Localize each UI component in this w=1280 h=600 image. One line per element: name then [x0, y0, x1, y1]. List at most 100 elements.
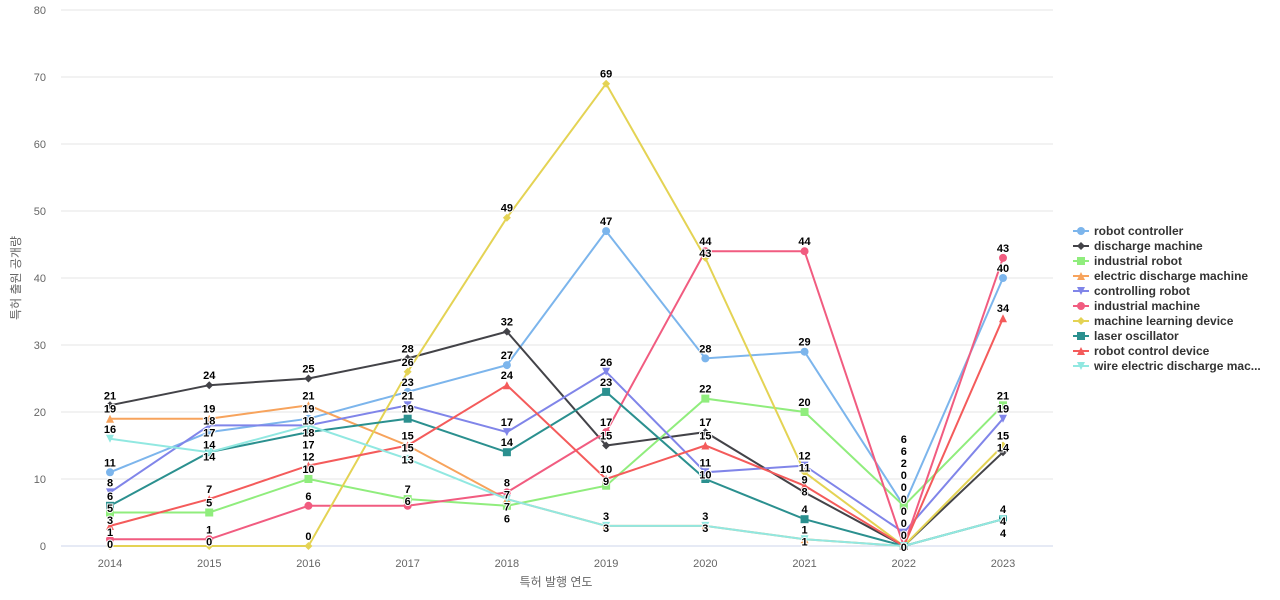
data-point[interactable] [999, 253, 1007, 262]
data-point[interactable] [999, 448, 1007, 457]
data-point[interactable] [899, 542, 908, 550]
legend-item[interactable]: controlling robot [1073, 284, 1190, 298]
data-point[interactable] [800, 481, 809, 490]
data-point[interactable] [502, 501, 511, 510]
legend-item[interactable]: discharge machine [1073, 239, 1203, 253]
data-point[interactable] [999, 414, 1007, 423]
data-point[interactable] [403, 414, 412, 423]
data-point[interactable] [106, 508, 114, 517]
data-point[interactable] [403, 401, 412, 410]
data-point[interactable] [205, 495, 214, 504]
data-point[interactable] [403, 387, 412, 396]
data-point[interactable] [304, 414, 313, 423]
data-point[interactable] [701, 441, 710, 450]
data-point[interactable] [899, 528, 908, 537]
data-point[interactable] [304, 428, 313, 437]
data-point[interactable] [205, 448, 214, 457]
data-point[interactable] [502, 361, 511, 370]
data-point[interactable] [502, 327, 511, 336]
legend-marker-point[interactable] [1077, 302, 1085, 310]
data-point[interactable] [701, 428, 710, 437]
data-point[interactable] [502, 495, 511, 504]
legend-marker-point[interactable] [1077, 317, 1085, 325]
data-point[interactable] [999, 314, 1007, 323]
data-point[interactable] [304, 461, 313, 470]
data-point[interactable] [106, 488, 114, 497]
data-point[interactable] [602, 79, 611, 88]
data-point[interactable] [106, 521, 114, 530]
data-point[interactable] [205, 414, 214, 423]
data-point[interactable] [800, 408, 809, 416]
data-point[interactable] [106, 542, 114, 550]
data-point[interactable] [304, 542, 313, 550]
data-point[interactable] [800, 468, 809, 477]
data-point[interactable] [403, 454, 412, 463]
data-point[interactable] [800, 347, 809, 356]
legend-item[interactable]: wire electric discharge mac... [1073, 359, 1261, 373]
legend-marker-point[interactable] [1077, 347, 1085, 355]
data-point[interactable] [602, 481, 611, 490]
data-point[interactable] [800, 515, 809, 524]
data-point[interactable] [701, 253, 710, 262]
data-point[interactable] [701, 468, 710, 477]
legend-marker-point[interactable] [1077, 272, 1085, 280]
data-point[interactable] [602, 521, 611, 530]
legend-marker-point[interactable] [1077, 287, 1085, 295]
data-point[interactable] [106, 434, 114, 443]
data-point[interactable] [403, 354, 412, 363]
legend-marker-point[interactable] [1077, 242, 1085, 250]
data-point[interactable] [899, 501, 908, 510]
legend-marker-point[interactable] [1077, 332, 1085, 340]
data-point[interactable] [106, 414, 114, 423]
data-point[interactable] [701, 354, 710, 363]
legend-item[interactable]: industrial robot [1073, 254, 1182, 268]
data-point[interactable] [701, 394, 710, 403]
data-point[interactable] [205, 421, 214, 430]
data-point[interactable] [502, 213, 511, 222]
data-point[interactable] [403, 501, 412, 510]
data-point[interactable] [701, 475, 710, 483]
data-point[interactable] [304, 501, 313, 510]
data-point[interactable] [502, 488, 511, 497]
legend-item[interactable]: electric discharge machine [1073, 269, 1248, 283]
legend-marker-point[interactable] [1077, 362, 1085, 370]
legend-marker-point[interactable] [1077, 227, 1085, 235]
data-point[interactable] [205, 508, 214, 517]
data-point[interactable] [502, 381, 511, 390]
data-point[interactable] [800, 247, 809, 256]
data-point[interactable] [701, 521, 710, 530]
data-point[interactable] [999, 515, 1007, 524]
data-point[interactable] [602, 227, 611, 236]
legend-item[interactable]: laser oscillator [1073, 329, 1179, 343]
legend-item[interactable]: robot control device [1073, 344, 1210, 358]
data-point[interactable] [602, 475, 611, 483]
data-point[interactable] [205, 428, 214, 437]
data-point[interactable] [106, 501, 114, 510]
data-point[interactable] [800, 461, 809, 470]
data-point[interactable] [304, 374, 313, 383]
data-point[interactable] [800, 488, 809, 497]
data-point[interactable] [205, 542, 214, 550]
legend-marker-point[interactable] [1077, 257, 1085, 265]
legend-item[interactable]: industrial machine [1073, 299, 1200, 313]
data-point[interactable] [205, 381, 214, 390]
data-point[interactable] [304, 475, 313, 483]
data-point[interactable] [999, 274, 1007, 282]
data-point[interactable] [205, 535, 214, 544]
data-point[interactable] [502, 428, 511, 437]
data-point[interactable] [602, 367, 611, 376]
data-point[interactable] [106, 468, 114, 477]
data-point[interactable] [602, 387, 611, 396]
data-point[interactable] [502, 448, 511, 457]
data-point[interactable] [106, 401, 114, 410]
data-point[interactable] [999, 401, 1007, 410]
data-point[interactable] [304, 401, 313, 410]
data-point[interactable] [106, 535, 114, 544]
data-point[interactable] [602, 441, 611, 450]
data-point[interactable] [403, 441, 412, 450]
data-point[interactable] [403, 495, 412, 504]
data-point[interactable] [800, 535, 809, 544]
data-point[interactable] [304, 421, 313, 430]
legend-item[interactable]: machine learning device [1073, 314, 1234, 328]
legend-item[interactable]: robot controller [1073, 224, 1184, 238]
